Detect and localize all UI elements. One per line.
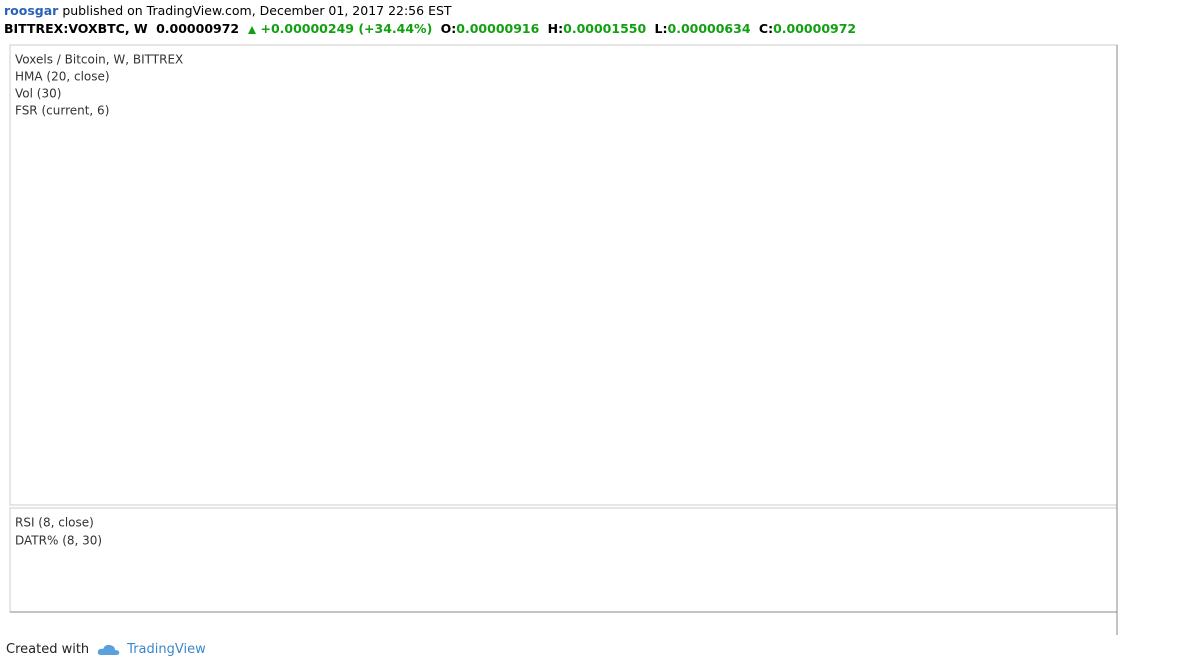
- ohlc-value: 0.00000634: [667, 21, 751, 36]
- indicator-label: FSR (current, 6): [15, 104, 109, 118]
- brand[interactable]: TradingView: [127, 642, 206, 657]
- ohlc-label: H:: [547, 21, 564, 36]
- main-pane: [9, 44, 1118, 506]
- change: +0.00000249 (+34.44%): [260, 21, 433, 36]
- author[interactable]: roosgar: [4, 3, 59, 18]
- published: published on TradingView.com, December 0…: [62, 3, 452, 18]
- header-quote: BITTREX:VOXBTC, W 0.00000972 +0.00000249…: [4, 21, 860, 36]
- rsi-pane: [9, 507, 1118, 613]
- indicator-label: HMA (20, close): [15, 70, 110, 84]
- symbol: BITTREX:VOXBTC, W: [4, 21, 148, 36]
- rsi-title: RSI (8, close): [15, 516, 94, 530]
- header-line: roosgar published on TradingView.com, Dec…: [4, 3, 456, 18]
- main-title: Voxels / Bitcoin, W, BITTREX: [15, 53, 183, 67]
- datr-title: DATR% (8, 30): [15, 534, 102, 548]
- ohlc-label: O:: [440, 21, 457, 36]
- indicator-label: Vol (30): [15, 87, 61, 101]
- logo: [97, 644, 120, 655]
- ohlc-value: 0.00000972: [773, 21, 857, 36]
- ohlc-value: 0.00000916: [456, 21, 540, 36]
- ohlc-label: L:: [654, 21, 668, 36]
- ohlc-label: C:: [758, 21, 774, 36]
- price: 0.00000972: [156, 21, 240, 36]
- created-with: Created with: [6, 642, 90, 657]
- up-triangle: [248, 25, 257, 34]
- ohlc-value: 0.00001550: [563, 21, 647, 36]
- footer: Created with TradingView: [6, 642, 206, 657]
